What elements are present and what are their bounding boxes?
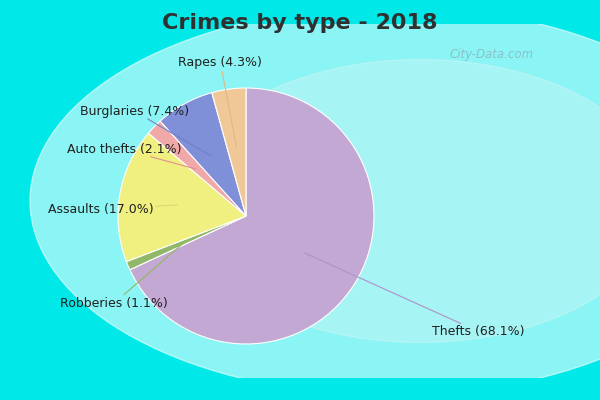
Text: Auto thefts (2.1%): Auto thefts (2.1%) bbox=[67, 143, 196, 169]
Ellipse shape bbox=[30, 6, 600, 396]
Text: Burglaries (7.4%): Burglaries (7.4%) bbox=[80, 104, 212, 156]
Text: City-Data.com: City-Data.com bbox=[450, 48, 534, 61]
Text: Thefts (68.1%): Thefts (68.1%) bbox=[305, 253, 524, 338]
Text: Rapes (4.3%): Rapes (4.3%) bbox=[178, 56, 262, 147]
Wedge shape bbox=[127, 216, 246, 270]
Wedge shape bbox=[148, 121, 246, 216]
Wedge shape bbox=[130, 88, 374, 344]
Text: Robberies (1.1%): Robberies (1.1%) bbox=[61, 244, 182, 310]
Wedge shape bbox=[160, 93, 246, 216]
Wedge shape bbox=[118, 133, 246, 262]
Ellipse shape bbox=[180, 59, 600, 342]
Wedge shape bbox=[212, 88, 246, 216]
Text: Crimes by type - 2018: Crimes by type - 2018 bbox=[162, 13, 438, 33]
Text: Assaults (17.0%): Assaults (17.0%) bbox=[47, 203, 178, 216]
